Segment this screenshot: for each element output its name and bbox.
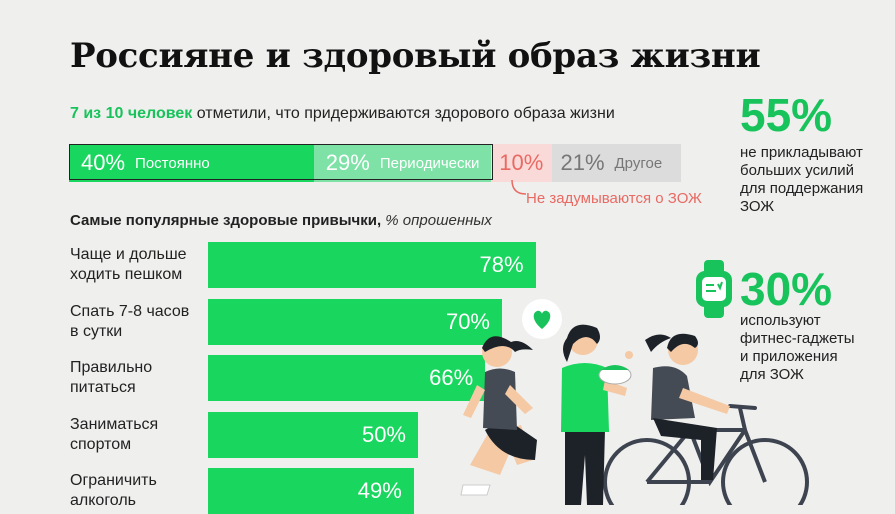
habits-title-bold: Самые популярные здоровые привычки, bbox=[70, 212, 382, 229]
cyclist-illustration bbox=[645, 333, 730, 480]
runner-illustration bbox=[460, 336, 537, 496]
habits-title-italic: % опрошенных bbox=[381, 212, 492, 229]
habit-label: Чаще и дольше ходить пешком bbox=[70, 246, 187, 283]
stacked-segment-value: 29% bbox=[325, 150, 370, 175]
habit-label: Ограничить алкоголь bbox=[70, 472, 157, 509]
stacked-segment-value: 21% bbox=[560, 150, 605, 175]
stacked-segment-value: 40% bbox=[81, 150, 126, 175]
stat1-value: 55% bbox=[740, 89, 833, 141]
stat2-text: используют фитнес-гаджеты и приложения для … bbox=[740, 312, 855, 383]
habit-value: 78% bbox=[479, 252, 524, 277]
smartwatch-icon bbox=[696, 260, 732, 318]
habit-bar-sport bbox=[208, 411, 418, 458]
stacked-bar: 40% Постоянно 29% Периодически 10% 21% Друг… bbox=[69, 144, 681, 182]
habit-bar-sleep bbox=[208, 298, 502, 345]
habit-bar-nutrition bbox=[208, 355, 486, 401]
food-bowl-illustration bbox=[561, 324, 633, 505]
habit-label: Заниматься спортом bbox=[70, 415, 159, 453]
habit-value: 50% bbox=[361, 421, 406, 447]
stacked-segment-periodic: 29% Периодически bbox=[313, 144, 492, 182]
stacked-segment-other: 21% Другое bbox=[552, 144, 681, 182]
stacked-segment-not-thinking: 10% bbox=[491, 144, 553, 182]
stacked-highlight-frame bbox=[69, 144, 493, 180]
people-illustration bbox=[460, 299, 809, 505]
habit-value: 66% bbox=[429, 365, 474, 390]
stacked-segment-value: 10% bbox=[499, 150, 544, 175]
stacked-segment-constant: 40% Постоянно bbox=[69, 144, 314, 182]
habits-title: Самые популярные здоровые привычки, % оп… bbox=[70, 212, 492, 229]
stat1-text: не прикладывают больших усилий для поддерж… bbox=[740, 144, 864, 215]
habit-value: 49% bbox=[357, 478, 402, 503]
habit-value: 70% bbox=[445, 308, 490, 334]
note-connector bbox=[511, 180, 527, 195]
heart-icon bbox=[522, 299, 562, 339]
stacked-note: Не задумываются о ЗОЖ bbox=[526, 190, 702, 207]
subtitle-highlight: 7 из 10 человек bbox=[70, 105, 193, 122]
stacked-segment-label: Другое bbox=[614, 154, 663, 172]
habit-label: Спать 7-8 часов в сутки bbox=[70, 302, 190, 340]
stacked-segment-label: Периодически bbox=[379, 154, 480, 172]
subtitle-rest: отметили, что придерживаются здорового о… bbox=[192, 105, 615, 122]
habit-bar-walking bbox=[208, 242, 536, 288]
page-title: Россияне и здоровый образ жизни bbox=[70, 36, 761, 76]
subtitle: 7 из 10 человек отметили, что придержива… bbox=[70, 105, 615, 123]
bicycle-illustration bbox=[603, 404, 809, 505]
stat2-value: 30% bbox=[740, 263, 833, 315]
stacked-segment-label: Постоянно bbox=[135, 154, 210, 172]
habit-label: Правильно питаться bbox=[70, 359, 153, 396]
